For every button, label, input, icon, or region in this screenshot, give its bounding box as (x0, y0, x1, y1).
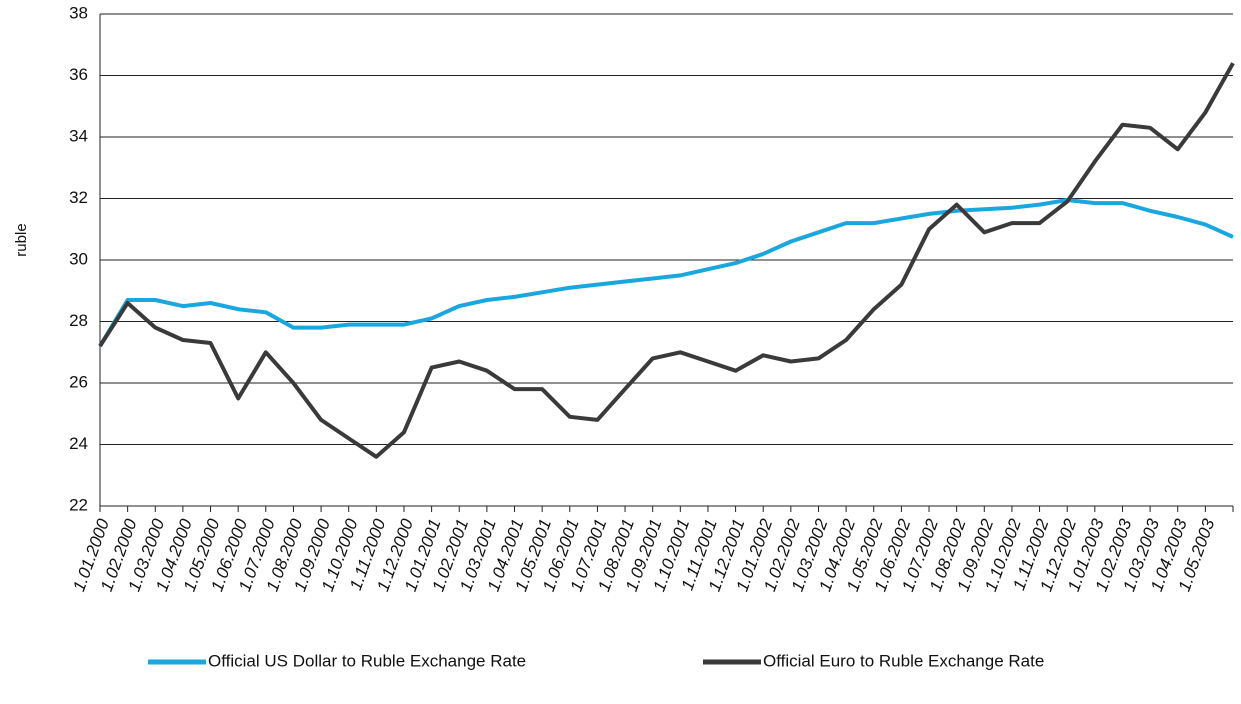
legend-label: Official US Dollar to Ruble Exchange Rat… (208, 651, 526, 670)
legend-label: Official Euro to Ruble Exchange Rate (763, 651, 1044, 670)
y-tick-label: 32 (69, 188, 88, 207)
y-tick-label: 26 (69, 372, 88, 391)
y-tick-label: 30 (69, 249, 88, 268)
y-tick-label: 34 (69, 126, 88, 145)
y-tick-label: 24 (69, 434, 88, 453)
y-tick-label: 36 (69, 65, 88, 84)
y-tick-label: 38 (69, 3, 88, 22)
y-tick-label: 22 (69, 495, 88, 514)
line-series (98, 62, 1235, 459)
y-axis-label: ruble (13, 223, 30, 256)
y-tick-label: 28 (69, 311, 88, 330)
line-series (98, 198, 1234, 348)
